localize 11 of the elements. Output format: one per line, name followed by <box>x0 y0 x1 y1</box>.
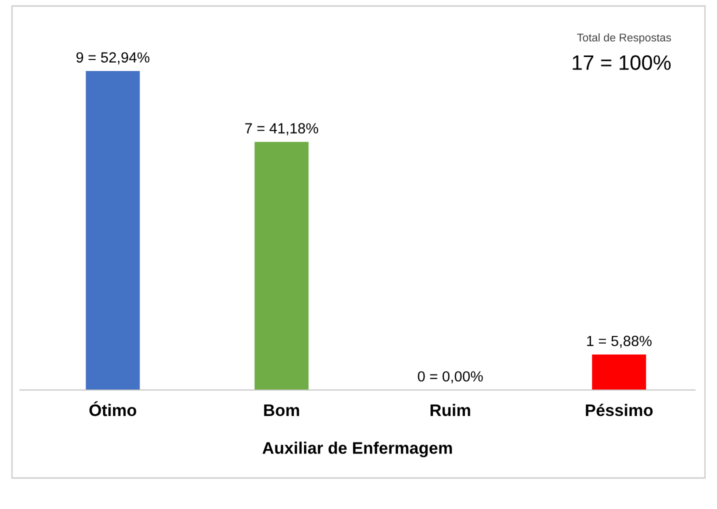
data-label: 7 = 41,18% <box>245 123 318 136</box>
x-tick-label: Ótimo <box>89 401 136 416</box>
x-tick-label: Ruim <box>430 404 470 416</box>
data-label: 9 = 52,94% <box>76 52 150 64</box>
text: Total de Respostas <box>577 33 671 44</box>
data-label: 0 = 0,00% <box>418 371 483 384</box>
x-tick-label: Bom <box>264 404 300 416</box>
x-axis-title: Auxiliar de Enfermagem <box>262 442 452 458</box>
data-label: 1 = 5,88% <box>587 336 652 348</box>
text: 17 = 100% <box>572 55 671 70</box>
x-tick-label: Péssimo <box>586 404 653 416</box>
